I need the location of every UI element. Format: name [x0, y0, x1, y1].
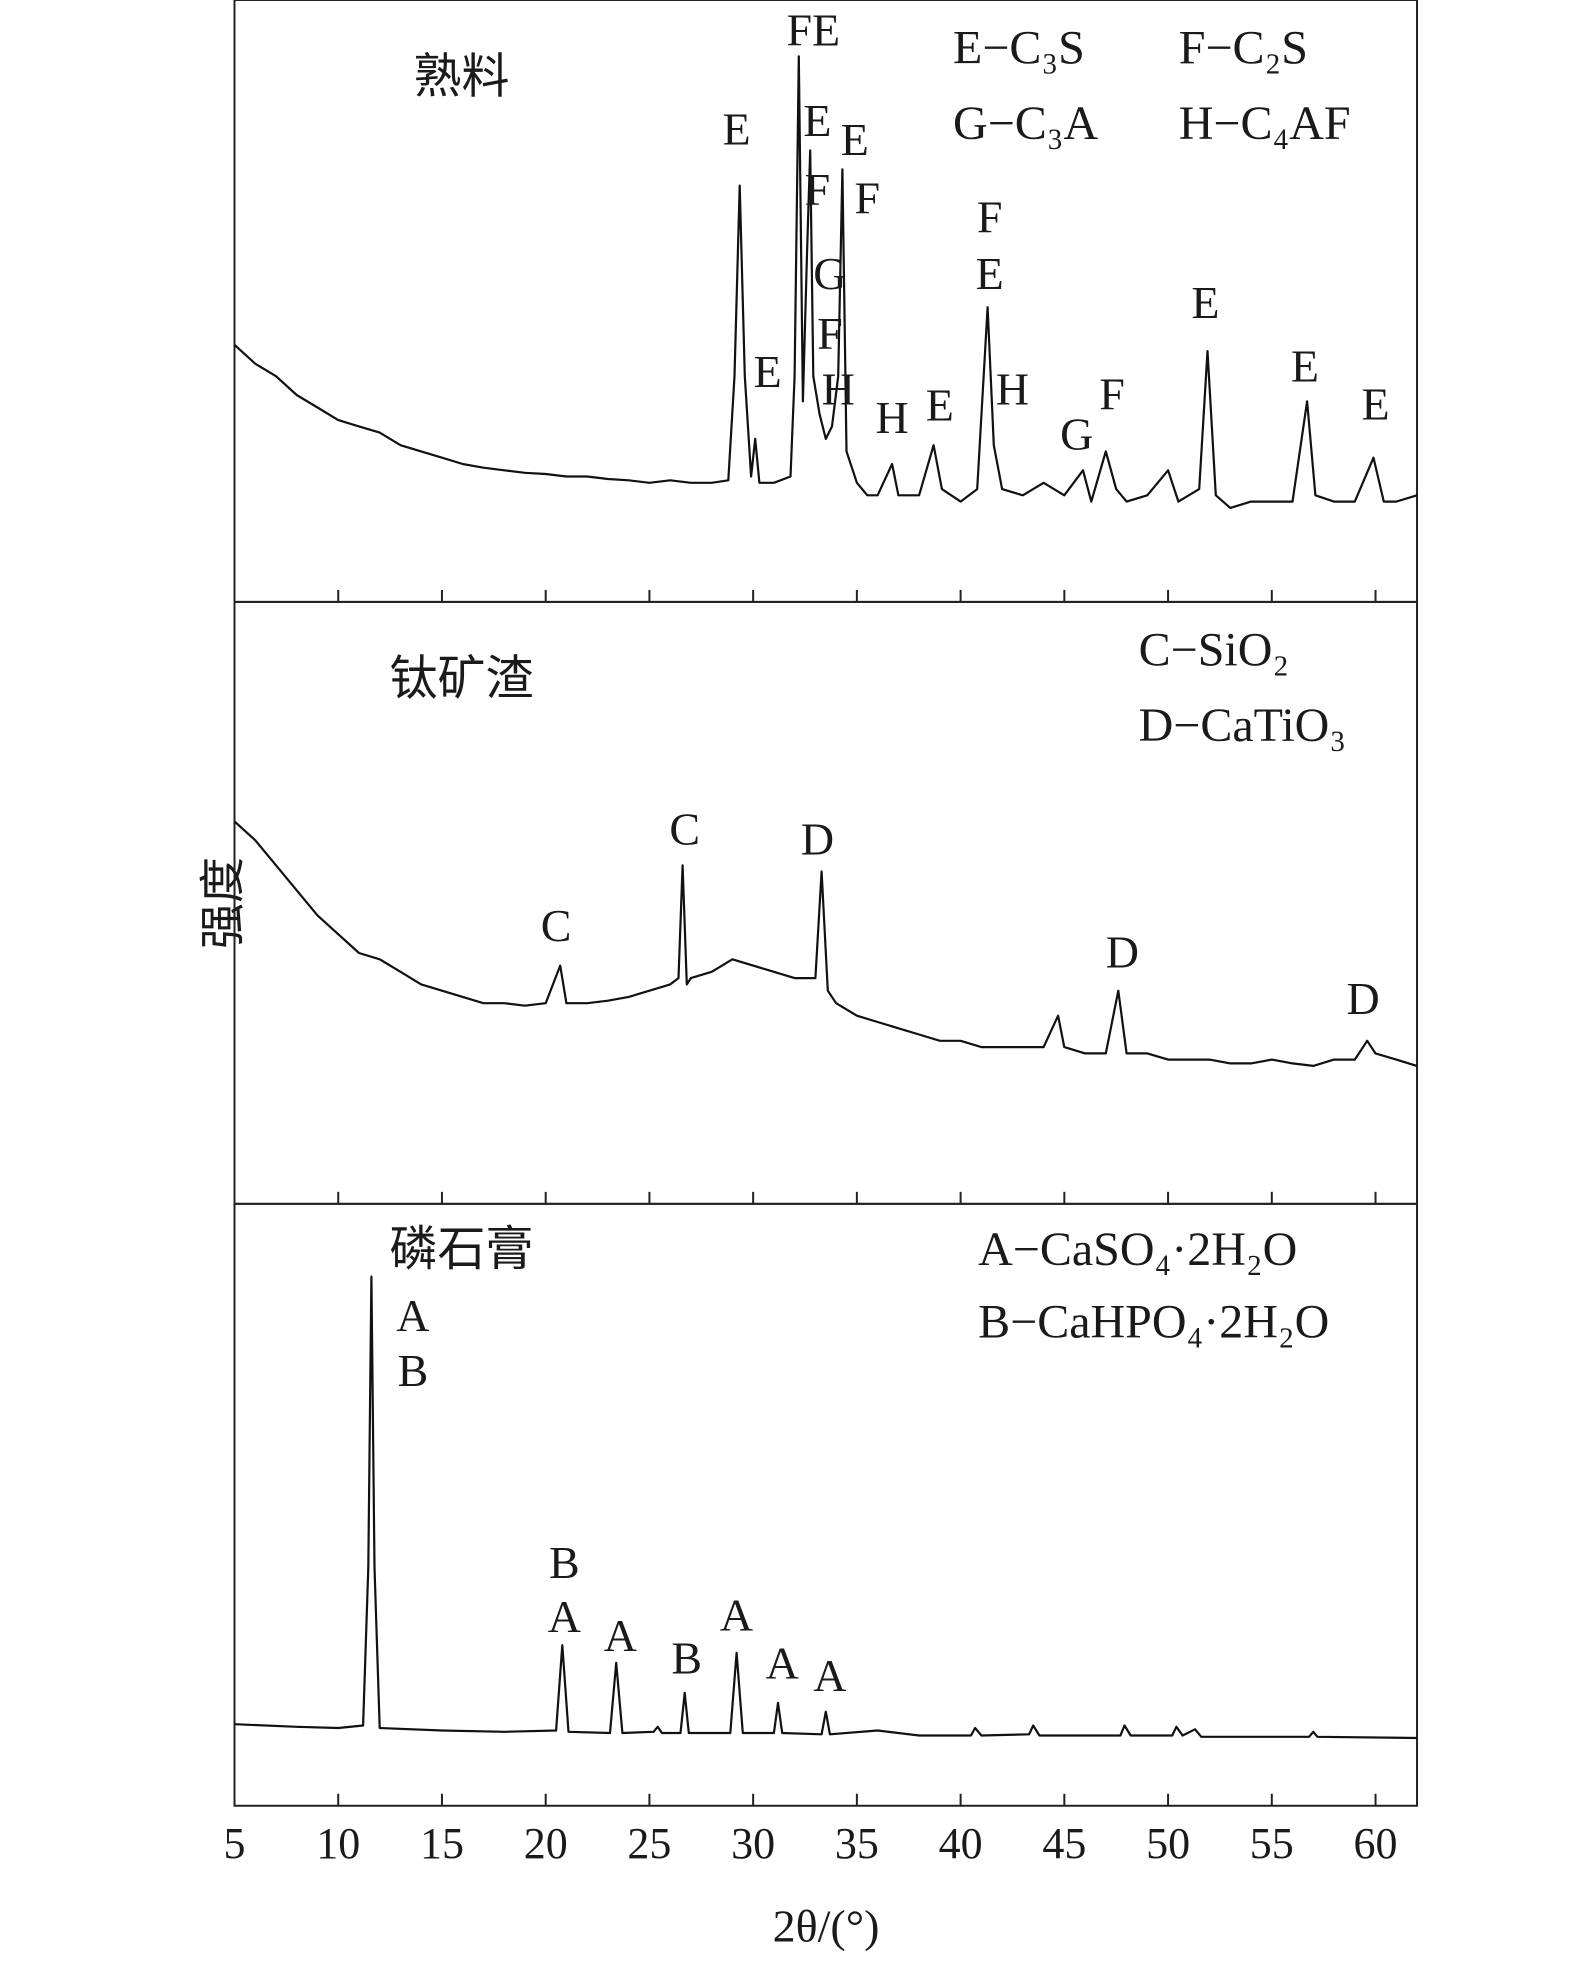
- panel-label: 钛矿渣: [389, 652, 533, 705]
- panel-label: 磷石膏: [389, 1223, 533, 1276]
- peak-label: E: [1291, 341, 1319, 392]
- xrd-pattern: [234, 1275, 1418, 1740]
- peak-label: E: [754, 346, 782, 397]
- panel-label: 熟料: [413, 51, 509, 104]
- peak-label: C: [669, 803, 700, 854]
- peak-label: F: [805, 164, 831, 215]
- peak-label: C: [541, 900, 572, 951]
- peak-label: D: [801, 814, 834, 865]
- x-tick-label: 20: [524, 1819, 568, 1868]
- panel-frame: [233, 0, 1419, 603]
- y-axis-label: 强度: [198, 857, 249, 949]
- legend-entry: D−CaTiO₃: [1139, 699, 1346, 752]
- peak-label: D: [1106, 926, 1139, 977]
- peak-label: E: [841, 114, 869, 165]
- peak-label: A: [604, 1610, 637, 1661]
- xrd-pattern: [233, 55, 1418, 509]
- peak-label: H: [876, 392, 909, 443]
- peak-label: A: [813, 1650, 846, 1701]
- peak-label: E: [976, 248, 1004, 299]
- legend-entry: A−CaSO₄·2H₂O: [978, 1223, 1297, 1276]
- peak-label: G: [813, 248, 846, 299]
- peak-label: B: [398, 1345, 429, 1396]
- peak-label: F: [854, 173, 880, 224]
- x-tick-label: 30: [731, 1819, 775, 1868]
- peak-label: A: [396, 1290, 429, 1341]
- peak-label: A: [766, 1637, 799, 1688]
- legend-entry: G−C₃A: [953, 97, 1098, 150]
- x-tick-label: 5: [223, 1819, 245, 1868]
- peak-label: E: [926, 380, 954, 431]
- legend-entry: H−C₄AF: [1179, 97, 1351, 150]
- peak-label: G: [1060, 408, 1093, 459]
- xrd-pattern: [233, 820, 1418, 1067]
- x-tick-label: 60: [1354, 1819, 1398, 1868]
- legend-entry: F−C₂S: [1179, 22, 1308, 75]
- peak-label: F: [1099, 368, 1125, 419]
- peak-label: F: [817, 308, 843, 359]
- x-tick-label: 40: [939, 1819, 983, 1868]
- peak-label: H: [822, 363, 855, 414]
- legend-entry: B−CaHPO₄·2H₂O: [978, 1296, 1329, 1349]
- peak-label: E: [1191, 277, 1219, 328]
- peak-label: E: [1361, 378, 1389, 429]
- peak-label: A: [720, 1590, 753, 1641]
- peak-label: H: [996, 363, 1029, 414]
- peak-label: B: [549, 1537, 580, 1588]
- peak-label: A: [548, 1591, 581, 1642]
- peak-label: F: [977, 192, 1003, 243]
- panel-frame: [233, 1202, 1419, 1807]
- legend-entry: E−C₃S: [953, 22, 1085, 75]
- peak-label: E: [803, 95, 831, 146]
- peak-label: D: [1346, 973, 1379, 1024]
- x-tick-label: 55: [1250, 1819, 1294, 1868]
- x-tick-label: 10: [316, 1819, 360, 1868]
- peak-label: FE: [786, 5, 840, 56]
- x-tick-label: 35: [835, 1819, 879, 1868]
- peak-label: B: [671, 1632, 702, 1683]
- x-axis-label: 2θ/(°): [773, 1901, 880, 1952]
- x-tick-label: 50: [1146, 1819, 1190, 1868]
- x-tick-label: 15: [420, 1819, 464, 1868]
- peak-label: E: [722, 104, 750, 155]
- x-tick-label: 45: [1042, 1819, 1086, 1868]
- legend-entry: C−SiO₂: [1139, 624, 1290, 677]
- x-tick-label: 25: [627, 1819, 671, 1868]
